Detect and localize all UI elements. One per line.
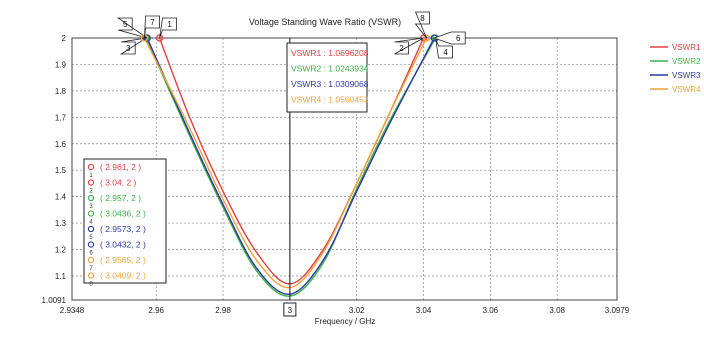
x-tick-label: 2.98 — [215, 306, 231, 315]
marker-table-dot-4 — [87, 210, 95, 217]
marker-callout-label-5: 5 — [123, 20, 128, 29]
readout-line-3: VSWR3 : 1.0309068 — [291, 79, 369, 89]
y-tick-label: 1.2 — [55, 246, 67, 255]
y-tick-label: 1.7 — [55, 113, 67, 122]
marker-point-8 — [422, 34, 431, 42]
marker-callout-3 — [119, 37, 147, 55]
marker-table-value-1: ( 2.961, 2 ) — [100, 162, 141, 172]
y-tick-label: 1.9 — [55, 60, 67, 69]
y-tick-label: 1.8 — [55, 87, 67, 96]
marker-table-value-5: ( 2.9573, 2 ) — [100, 224, 146, 234]
marker-callout-6 — [433, 31, 466, 45]
marker-table-value-8: ( 3.0409, 2 ) — [100, 271, 146, 281]
marker-callout-2 — [394, 37, 424, 55]
marker-table-index-1: 1 — [89, 173, 93, 179]
marker-table-index-3: 3 — [89, 204, 93, 210]
marker-callout-label-1: 1 — [167, 20, 172, 29]
x-tick-label: 2.96 — [148, 306, 164, 315]
marker-table-dot-2 — [87, 179, 95, 186]
marker-table-index-5: 5 — [89, 235, 93, 241]
marker-table-index-2: 2 — [89, 189, 93, 195]
marker-table-index-6: 6 — [89, 251, 93, 257]
series-line-vswr4 — [143, 37, 428, 289]
y-tick-label: 1.5 — [55, 166, 67, 175]
x-tick-label: 3.0979 — [605, 306, 630, 315]
readout-line-1: VSWR1 : 1.0696208 — [291, 48, 369, 58]
readout-line-4: VSWR4 : 1.0560453 — [291, 95, 369, 105]
cursor-readout-box: VSWR1 : 1.0696208 VSWR2 : 1.0243934 VSWR3 … — [286, 42, 369, 113]
marker-table-value-2: ( 3.04, 2 ) — [100, 178, 137, 188]
marker-table-dot-5 — [87, 225, 95, 233]
marker-callout-label-4: 4 — [443, 48, 448, 57]
legend-label-vswr2: VSWR2 — [672, 57, 701, 66]
marker-callout-8 — [414, 11, 430, 39]
legend-label-vswr4: VSWR4 — [672, 85, 701, 94]
marker-table-index-4: 4 — [89, 220, 93, 226]
marker-table-value-4: ( 3.0436, 2 ) — [100, 209, 146, 219]
y-tick-label: 1.0091 — [42, 296, 67, 305]
plot-area-frame — [71, 37, 618, 301]
marker-layer: 1 2 3 4 5 6 7 8 — [116, 11, 466, 59]
marker-callout-label-7: 7 — [150, 18, 155, 27]
marker-table-dot-6 — [87, 241, 95, 248]
marker-callout-1 — [159, 17, 177, 39]
marker-point-1 — [155, 34, 164, 42]
x-tick-label: 3.04 — [416, 306, 432, 315]
marker-table-frame — [83, 158, 167, 284]
marker-table-value-3: ( 2.957, 2 ) — [100, 193, 141, 203]
readout-frame — [286, 42, 368, 113]
marker-table-dot-7 — [87, 256, 95, 264]
marker-table-value-7: ( 2.9565, 2 ) — [100, 255, 146, 265]
marker-callout-7 — [144, 15, 160, 39]
marker-callout-label-6: 6 — [456, 34, 461, 43]
x-tick-label: 3.06 — [483, 306, 499, 315]
marker-table-index-7: 7 — [89, 266, 93, 272]
marker-table-value-6: ( 3.0432, 2 ) — [100, 240, 146, 250]
marker-table-dot-8 — [87, 272, 95, 279]
x-tick-label: 3.08 — [549, 306, 565, 315]
legend-label-vswr1: VSWR1 — [672, 43, 701, 52]
marker-callout-label-8: 8 — [420, 14, 425, 23]
legend-label-vswr3: VSWR3 — [672, 71, 701, 80]
marker-table-index-8: 8 — [89, 282, 93, 288]
x-axis-label: Frequency / GHz — [315, 317, 375, 326]
y-tick-label: 2 — [62, 34, 67, 43]
marker-table: 1 ( 2.961, 2 ) 2 ( 3.04, 2 ) 3 ( 2.957, 2 ) 4 (… — [83, 158, 167, 288]
readout-line-2: VSWR2 : 1.0243934 — [291, 64, 369, 74]
chart-title: Voltage Standing Wave Ratio (VSWR) — [249, 17, 401, 27]
y-tick-label: 1.1 — [55, 272, 67, 281]
legend: VSWR1 VSWR2 VSWR3 VSWR4 — [650, 43, 701, 94]
y-tick-label: 1.4 — [55, 193, 67, 202]
y-tick-label: 1.6 — [55, 140, 67, 149]
marker-table-dot-1 — [87, 163, 95, 171]
marker-callout-label-3: 3 — [126, 44, 131, 53]
marker-callout-label-2: 2 — [399, 44, 404, 53]
x-tick-label: 2.9348 — [60, 306, 85, 315]
marker-point-5 — [143, 34, 151, 42]
cursor-x-label: 3 — [288, 306, 293, 315]
marker-table-dot-3 — [87, 194, 95, 202]
marker-callout-5 — [116, 17, 148, 39]
y-tick-label: 1.3 — [55, 219, 67, 228]
marker-callout-4 — [435, 37, 453, 59]
x-axis-ticks: 2.9348 2.96 2.98 3.02 3.04 3.06 3.08 3.0979 — [60, 306, 630, 315]
y-axis-ticks: 1.0091 1.1 1.2 1.3 1.4 1.5 1.6 1.7 1.8 1.9 2 — [42, 34, 67, 305]
cursor-x-box — [283, 302, 297, 317]
x-tick-label: 3.02 — [349, 306, 365, 315]
